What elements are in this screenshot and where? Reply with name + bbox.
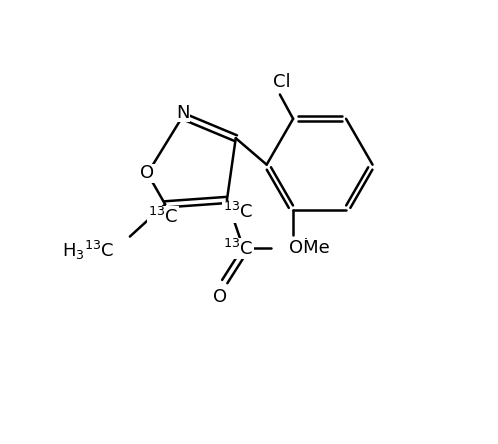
Text: $^{13}$C: $^{13}$C (223, 238, 253, 258)
Text: O: O (140, 164, 154, 182)
Text: O: O (213, 288, 228, 306)
Text: OMe: OMe (289, 239, 330, 258)
Text: Cl: Cl (291, 238, 309, 256)
Text: H$_3$$^{13}$C: H$_3$$^{13}$C (62, 239, 115, 262)
Text: N: N (176, 103, 190, 122)
Text: $^{13}$C: $^{13}$C (223, 202, 253, 222)
Text: $^{13}$C: $^{13}$C (148, 206, 178, 227)
Text: Cl: Cl (273, 73, 291, 91)
